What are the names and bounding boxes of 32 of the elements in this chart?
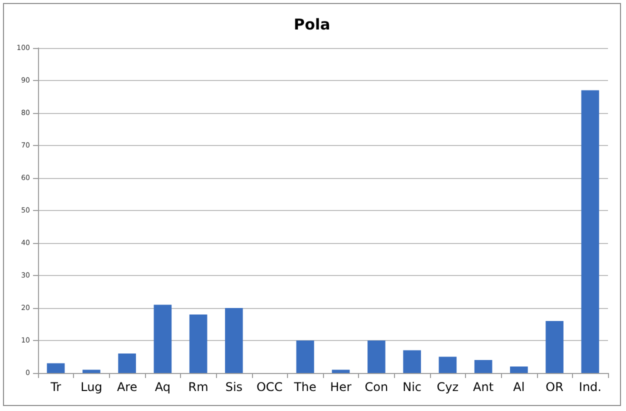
x-tick-label: Rm <box>188 380 208 394</box>
x-tick-label: Ind. <box>578 380 602 394</box>
x-tick-label: Tr <box>50 380 62 394</box>
x-tick-label: Her <box>330 380 352 394</box>
bar <box>403 350 421 373</box>
x-tick-label: Sis <box>225 380 243 394</box>
bar <box>510 366 528 373</box>
x-tick-label: Con <box>364 380 388 394</box>
x-tick-label: Ant <box>473 380 494 394</box>
x-tick-label: OR <box>546 380 564 394</box>
bar <box>474 360 492 373</box>
bar <box>46 363 65 373</box>
x-tick-label: OCC <box>256 380 283 394</box>
x-tick-label: The <box>293 380 316 394</box>
bar <box>368 340 386 373</box>
bar <box>189 314 208 373</box>
x-tick-label: Are <box>116 380 138 394</box>
chart-title: Pola <box>294 16 330 34</box>
bar <box>438 356 457 373</box>
bar <box>332 370 350 373</box>
x-tick-label: Lug <box>80 380 102 394</box>
x-tick-label: Nic <box>402 380 422 394</box>
bar <box>546 321 564 373</box>
bar <box>581 90 600 373</box>
bar <box>296 340 314 373</box>
bar <box>154 304 172 373</box>
x-tick-label: Aq <box>154 380 170 394</box>
x-tick-label: Cyz <box>436 380 459 394</box>
bar <box>118 354 136 373</box>
bar <box>82 370 100 373</box>
bar <box>225 308 243 373</box>
x-tick-label: Al <box>513 380 525 394</box>
